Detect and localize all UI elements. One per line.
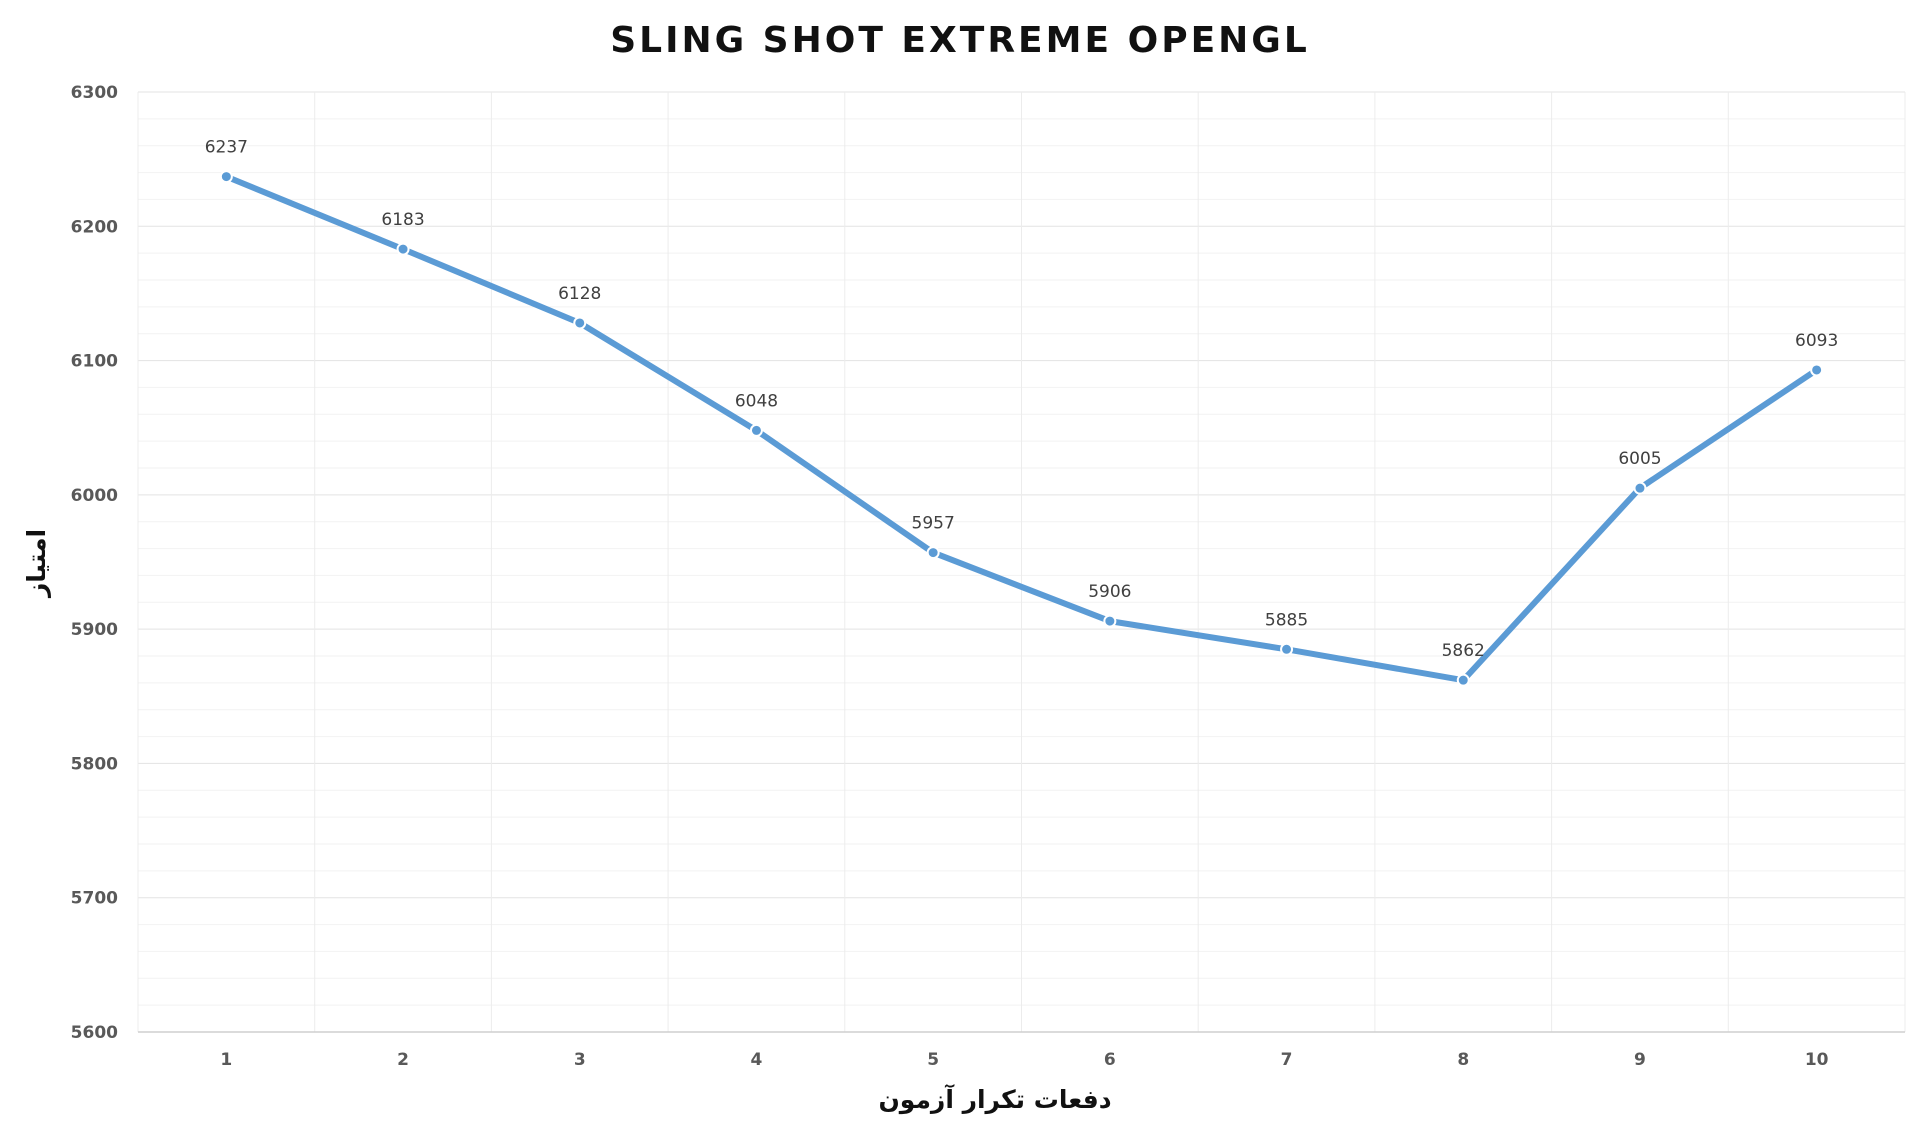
data-label: 5885 — [1265, 610, 1308, 630]
series-line — [223, 173, 1820, 684]
y-tick-label: 5900 — [71, 620, 118, 640]
chart-title: SLING SHOT EXTREME OPENGL — [610, 20, 1310, 61]
x-tick-label: 1 — [220, 1050, 232, 1070]
y-tick-label: 6000 — [71, 486, 118, 506]
x-tick-label: 6 — [1104, 1050, 1116, 1070]
data-label: 5862 — [1442, 641, 1485, 661]
data-label: 6005 — [1618, 449, 1661, 469]
y-tick-label: 6200 — [71, 217, 118, 237]
data-label: 5957 — [912, 514, 955, 534]
x-tick-label: 4 — [751, 1050, 763, 1070]
data-point — [573, 316, 587, 330]
data-point — [219, 170, 233, 184]
data-label: 6093 — [1795, 331, 1838, 351]
data-point — [396, 242, 410, 256]
data-label: 6128 — [558, 284, 601, 304]
y-tick-label: 5800 — [71, 754, 118, 774]
y-axis-title: امتیاز — [22, 529, 51, 599]
data-point — [1103, 614, 1117, 628]
data-point — [1280, 642, 1294, 656]
data-point — [926, 546, 940, 560]
data-point — [1810, 363, 1824, 377]
gridlines — [137, 91, 1906, 1032]
series-group — [219, 170, 1824, 687]
x-tick-label: 7 — [1281, 1050, 1293, 1070]
data-labels: 6237 6183 6128 6048 5957 5906 5885 5862 6005 6093 — [205, 138, 1839, 662]
data-point — [749, 423, 763, 437]
data-point — [1633, 481, 1647, 495]
y-tick-label: 5600 — [71, 1023, 118, 1043]
data-label: 6183 — [381, 210, 424, 230]
data-point — [1456, 673, 1470, 687]
axes: 5600 5700 5800 5900 6000 6100 6200 6300 1 2 3 4 5 6 7 8… — [71, 83, 1905, 1070]
x-axis-title: دفعات تکرار آزمون — [878, 1084, 1111, 1115]
data-label: 6237 — [205, 138, 248, 158]
y-tick-label: 6300 — [71, 83, 118, 103]
y-tick-label: 5700 — [71, 889, 118, 909]
y-tick-label: 6100 — [71, 352, 118, 372]
x-tick-label: 9 — [1634, 1050, 1646, 1070]
data-label: 6048 — [735, 391, 778, 411]
x-tick-label: 10 — [1805, 1050, 1829, 1070]
x-tick-label: 3 — [574, 1050, 586, 1070]
x-tick-label: 8 — [1457, 1050, 1469, 1070]
x-tick-label: 5 — [927, 1050, 939, 1070]
x-tick-label: 2 — [397, 1050, 409, 1070]
data-label: 5906 — [1088, 582, 1131, 602]
